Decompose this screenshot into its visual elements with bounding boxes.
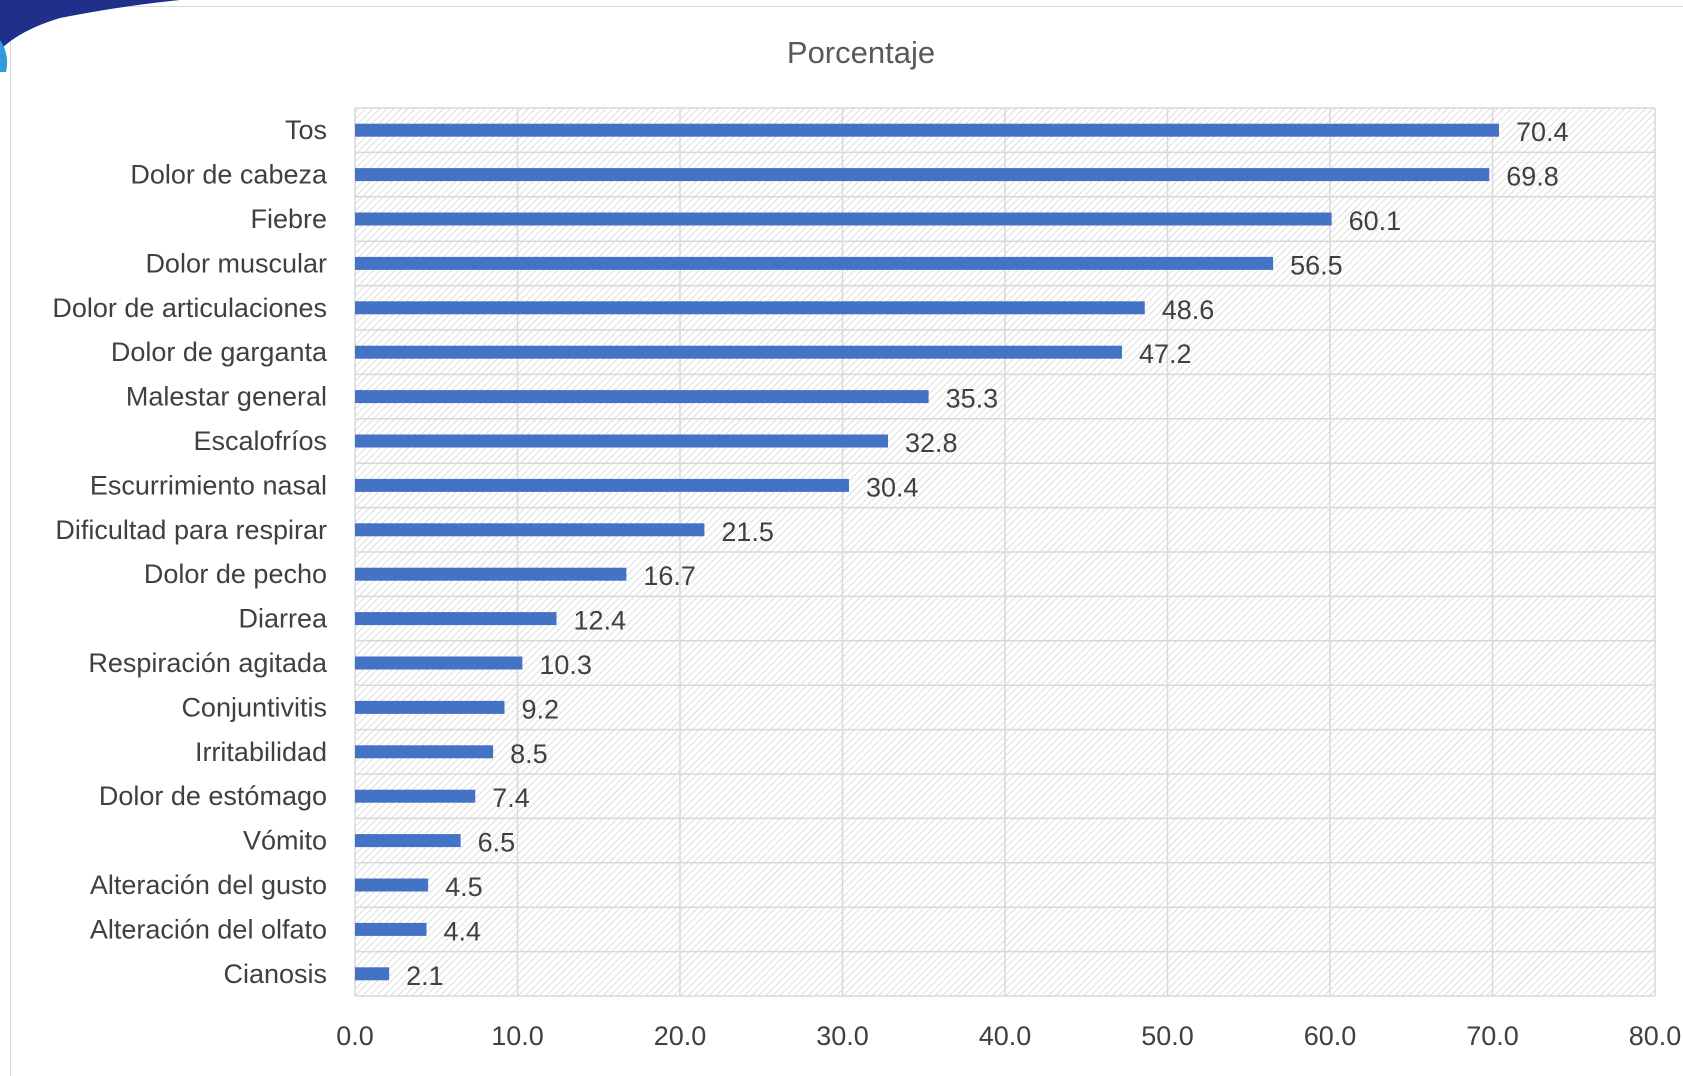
category-label: Alteración del olfato: [90, 914, 327, 944]
category-label: Dolor de pecho: [144, 559, 327, 589]
bar: [355, 612, 557, 626]
bars: [355, 123, 1499, 981]
bar: [355, 967, 390, 981]
chart-title: Porcentaje: [787, 35, 935, 70]
bar: [355, 745, 494, 759]
category-label: Cianosis: [223, 959, 327, 989]
data-label: 2.1: [406, 961, 444, 991]
category-label: Dolor de articulaciones: [52, 293, 327, 323]
bar: [355, 301, 1145, 315]
data-label: 7.4: [492, 783, 530, 813]
bar: [355, 345, 1122, 359]
bar: [355, 168, 1490, 182]
data-label: 70.4: [1516, 117, 1569, 147]
data-label: 30.4: [866, 472, 919, 502]
data-label: 35.3: [946, 384, 999, 414]
category-label: Diarrea: [238, 604, 328, 634]
bar: [355, 478, 849, 492]
category-label: Dificultad para respirar: [55, 515, 327, 545]
data-label: 4.4: [444, 916, 482, 946]
category-label: Vómito: [243, 826, 327, 856]
data-label: 8.5: [510, 739, 548, 769]
bar: [355, 789, 476, 803]
data-label: 16.7: [643, 561, 696, 591]
category-label: Dolor de garganta: [111, 337, 328, 367]
x-tick-label: 50.0: [1141, 1021, 1194, 1051]
bar: [355, 567, 627, 581]
category-labels: Tos Dolor de cabeza Fiebre Dolor muscular Do…: [52, 115, 328, 989]
data-label: 10.3: [539, 650, 592, 680]
x-tick-label: 30.0: [816, 1021, 869, 1051]
x-tick-label: 40.0: [979, 1021, 1032, 1051]
data-label: 60.1: [1349, 206, 1402, 236]
data-label: 56.5: [1290, 250, 1343, 280]
data-label: 12.4: [574, 606, 627, 636]
corner-decoration: [0, 0, 180, 72]
x-tick-label: 20.0: [654, 1021, 707, 1051]
chart-frame: [10, 6, 1683, 1076]
category-label: Dolor de cabeza: [130, 160, 328, 190]
x-tick-label: 80.0: [1629, 1021, 1682, 1051]
data-labels: 70.4 69.8 60.156.5 48.6 47.2 35.3 32.8 30.4 21.5…: [406, 117, 1568, 991]
category-label: Dolor de estómago: [99, 781, 327, 811]
bar: [355, 878, 429, 892]
category-label: Tos: [285, 115, 327, 145]
category-label: Conjuntivitis: [181, 692, 327, 722]
bar: [355, 922, 427, 936]
bar: [355, 123, 1499, 137]
x-tick-label: 10.0: [491, 1021, 544, 1051]
bar: [355, 656, 523, 670]
x-tick-label: 0.0: [336, 1021, 374, 1051]
x-tick-label: 60.0: [1304, 1021, 1357, 1051]
category-label: Escurrimiento nasal: [90, 470, 327, 500]
grid-lines: [354, 107, 1656, 997]
category-label: Malestar general: [126, 382, 327, 412]
data-label: 6.5: [478, 828, 516, 858]
category-label: Alteración del gusto: [90, 870, 327, 900]
data-label: 47.2: [1139, 339, 1192, 369]
category-label: Respiración agitada: [88, 648, 328, 678]
category-label: Fiebre: [250, 204, 327, 234]
bar: [355, 700, 505, 714]
bar: [355, 523, 705, 537]
bar: [355, 256, 1274, 270]
data-label: 69.8: [1506, 162, 1559, 192]
data-label: 9.2: [522, 694, 560, 724]
category-label: Dolor muscular: [145, 248, 327, 278]
x-tick-label: 70.0: [1466, 1021, 1519, 1051]
data-label: 21.5: [721, 517, 774, 547]
x-axis-tick-labels: 0.0 10.0 20.0 30.0 40.0 50.0 60.0 70.0 80.0: [336, 1021, 1681, 1051]
data-label: 4.5: [445, 872, 483, 902]
bar: [355, 212, 1332, 226]
data-label: 48.6: [1162, 295, 1215, 325]
data-label: 32.8: [905, 428, 958, 458]
bar: [355, 434, 888, 448]
category-label: Escalofríos: [193, 426, 327, 456]
bar: [355, 834, 461, 848]
category-label: Irritabilidad: [195, 737, 327, 767]
bar: [355, 390, 929, 404]
